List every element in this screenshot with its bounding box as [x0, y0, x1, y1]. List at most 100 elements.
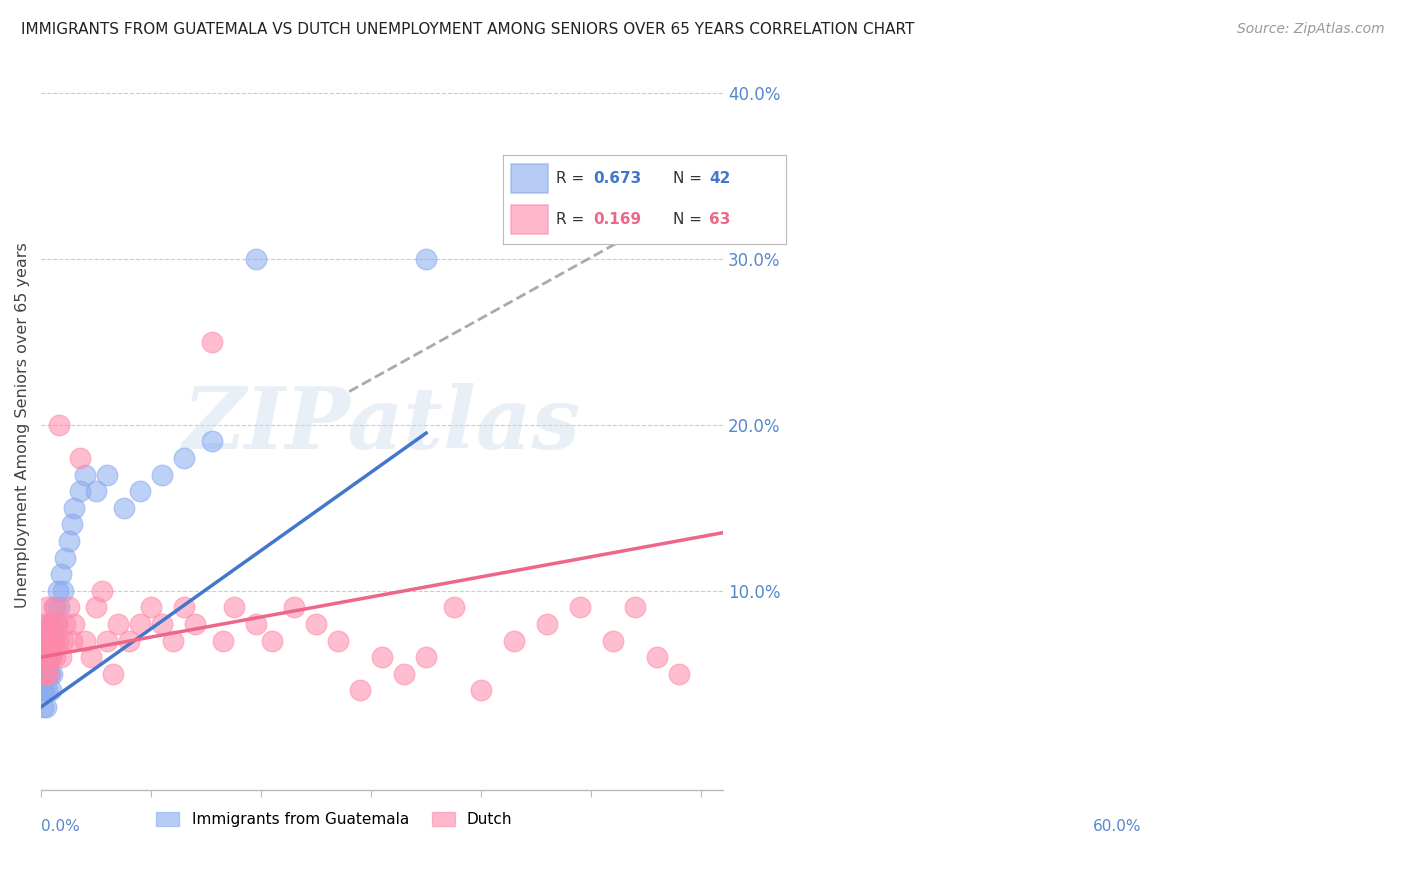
- Point: [34, 683, 56, 698]
- Point: [443, 600, 465, 615]
- Point: [75, 467, 97, 482]
- Point: [38, 616, 60, 631]
- Point: [44, 600, 66, 615]
- Point: [31, 683, 53, 698]
- Point: [602, 633, 624, 648]
- Point: [39, 650, 62, 665]
- Point: [35, 650, 58, 665]
- Point: [63, 616, 86, 631]
- Point: [101, 666, 124, 681]
- Point: [42, 633, 65, 648]
- Point: [96, 467, 118, 482]
- Point: [262, 633, 284, 648]
- Point: [150, 467, 173, 482]
- Point: [69, 450, 91, 465]
- Point: [173, 600, 195, 615]
- Point: [60, 517, 83, 532]
- Point: [60, 633, 83, 648]
- Point: [46, 633, 69, 648]
- Point: [34, 633, 56, 648]
- Point: [38, 633, 60, 648]
- Point: [35, 683, 58, 698]
- Point: [107, 616, 129, 631]
- Point: [53, 616, 76, 631]
- Point: [84, 600, 107, 615]
- Legend: Immigrants from Guatemala, Dutch: Immigrants from Guatemala, Dutch: [150, 806, 519, 833]
- Point: [34, 700, 56, 714]
- Point: [32, 633, 55, 648]
- Point: [645, 650, 668, 665]
- Point: [39, 683, 62, 698]
- Point: [53, 550, 76, 565]
- Point: [84, 484, 107, 499]
- Text: IMMIGRANTS FROM GUATEMALA VS DUTCH UNEMPLOYMENT AMONG SENIORS OVER 65 YEARS CORR: IMMIGRANTS FROM GUATEMALA VS DUTCH UNEMP…: [21, 22, 914, 37]
- Point: [112, 500, 135, 515]
- Point: [349, 683, 371, 698]
- Point: [503, 633, 526, 648]
- Point: [32, 666, 55, 681]
- Point: [392, 666, 415, 681]
- Point: [245, 252, 267, 266]
- Point: [118, 633, 141, 648]
- Point: [569, 600, 592, 615]
- Bar: [512, 205, 548, 234]
- Point: [48, 417, 70, 432]
- Point: [75, 633, 97, 648]
- Point: [69, 484, 91, 499]
- Point: [48, 600, 70, 615]
- Point: [38, 666, 60, 681]
- Text: 63: 63: [710, 212, 731, 227]
- Point: [184, 616, 207, 631]
- Point: [371, 650, 394, 665]
- Point: [38, 616, 60, 631]
- Point: [129, 616, 152, 631]
- Point: [37, 633, 59, 648]
- Text: 0.673: 0.673: [593, 171, 641, 186]
- Point: [44, 633, 66, 648]
- Point: [32, 666, 55, 681]
- Point: [34, 650, 56, 665]
- Bar: [512, 164, 548, 193]
- Point: [245, 616, 267, 631]
- Point: [45, 616, 67, 631]
- Point: [536, 616, 558, 631]
- Point: [41, 616, 63, 631]
- Point: [39, 650, 62, 665]
- Point: [45, 616, 67, 631]
- Point: [35, 650, 58, 665]
- Text: ZIPatlas: ZIPatlas: [183, 383, 581, 467]
- Point: [63, 500, 86, 515]
- Point: [150, 616, 173, 631]
- Point: [79, 650, 101, 665]
- Point: [49, 567, 72, 582]
- Text: R =: R =: [557, 171, 589, 186]
- Point: [173, 450, 195, 465]
- Point: [41, 633, 63, 648]
- Text: 0.0%: 0.0%: [41, 819, 80, 834]
- Text: 60.0%: 60.0%: [1092, 819, 1142, 834]
- Point: [49, 650, 72, 665]
- Point: [31, 650, 53, 665]
- Point: [624, 600, 647, 615]
- Point: [283, 600, 305, 615]
- Point: [35, 600, 58, 615]
- Point: [222, 600, 245, 615]
- Point: [305, 616, 328, 631]
- Point: [470, 683, 492, 698]
- Point: [326, 633, 349, 648]
- Y-axis label: Unemployment Among Seniors over 65 years: Unemployment Among Seniors over 65 years: [15, 242, 30, 607]
- Point: [415, 252, 437, 266]
- Point: [162, 633, 184, 648]
- Point: [32, 700, 55, 714]
- Point: [42, 616, 65, 631]
- Point: [96, 633, 118, 648]
- Point: [129, 484, 152, 499]
- Point: [139, 600, 162, 615]
- Point: [34, 666, 56, 681]
- Point: [211, 633, 233, 648]
- Point: [668, 666, 690, 681]
- Text: 42: 42: [710, 171, 731, 186]
- Point: [52, 583, 75, 598]
- Text: N =: N =: [672, 171, 706, 186]
- Point: [46, 583, 69, 598]
